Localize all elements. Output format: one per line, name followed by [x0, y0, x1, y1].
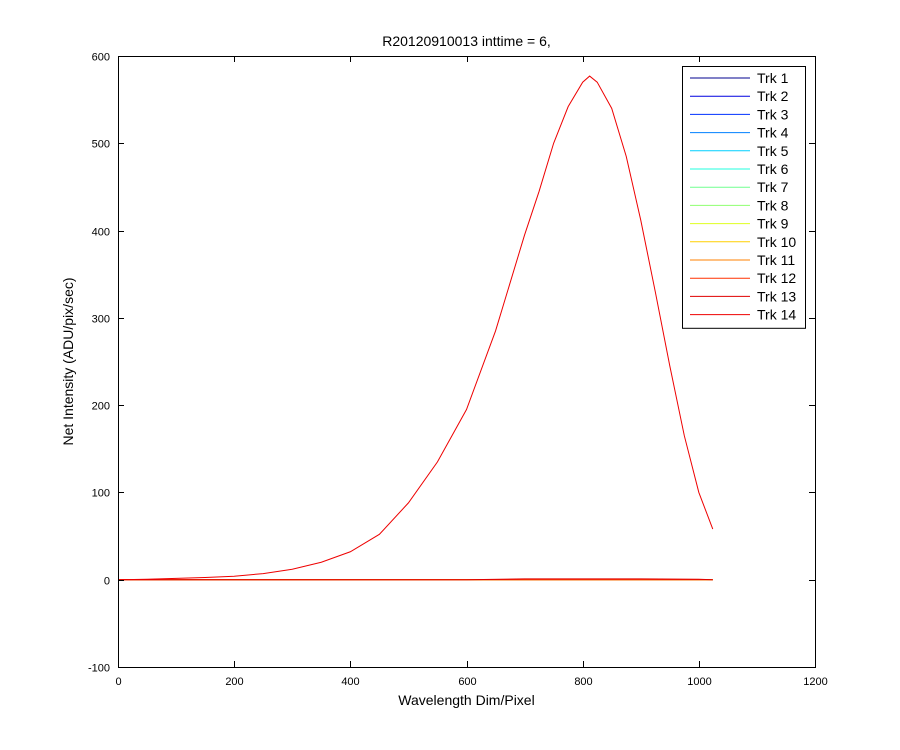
legend-label: Trk 13 — [757, 288, 796, 304]
legend-label: Trk 4 — [757, 125, 789, 141]
legend-label: Trk 5 — [757, 143, 789, 159]
y-tick-label: 300 — [92, 314, 110, 326]
x-tick-label: 600 — [458, 676, 476, 688]
x-tick-label: 0 — [115, 676, 121, 688]
legend-box — [682, 66, 806, 329]
legend-label: Trk 8 — [757, 197, 789, 213]
legend-label: Trk 7 — [757, 179, 789, 195]
chart-title: R20120910013 inttime = 6, — [382, 33, 551, 49]
series-layer — [117, 75, 714, 581]
legend-label: Trk 14 — [757, 307, 796, 323]
axis-ticks: 0 200 400 600 800 1000 1200 -100 0 100 200 300 400 50… — [88, 52, 828, 689]
legend-label: Trk 12 — [757, 270, 796, 286]
legend-label: Trk 2 — [757, 88, 789, 104]
y-tick-label: 500 — [92, 139, 110, 151]
y-tick-label: 0 — [104, 576, 110, 588]
legend-label: Trk 11 — [757, 252, 795, 268]
legend-label: Trk 3 — [757, 106, 789, 122]
legend-label: Trk 6 — [757, 161, 789, 177]
y-tick-label: 200 — [92, 401, 110, 413]
legend-label: Trk 10 — [757, 234, 796, 250]
series-line-trk-13 — [118, 578, 713, 581]
y-tick-label: 600 — [92, 52, 110, 64]
x-tick-label: 800 — [574, 676, 592, 688]
legend-label: Trk 9 — [757, 216, 789, 232]
series-line-trk-14 — [117, 75, 714, 581]
x-tick-label: 400 — [341, 676, 359, 688]
y-tick-label: -100 — [88, 663, 110, 675]
y-axis-label: Net Intensity (ADU/pix/sec) — [60, 277, 76, 445]
x-tick-label: 200 — [225, 676, 243, 688]
y-tick-label: 100 — [92, 488, 110, 500]
y-tick-label: 400 — [92, 227, 110, 239]
legend-label: Trk 1 — [757, 70, 789, 86]
x-tick-label: 1000 — [687, 676, 711, 688]
legend: Trk 1 Trk 2 Trk 3 Trk 4 Trk 5 Trk 6 Trk 7 Trk 8… — [682, 66, 806, 329]
x-axis-label: Wavelength Dim/Pixel — [398, 692, 534, 708]
x-tick-label: 1200 — [803, 676, 827, 688]
